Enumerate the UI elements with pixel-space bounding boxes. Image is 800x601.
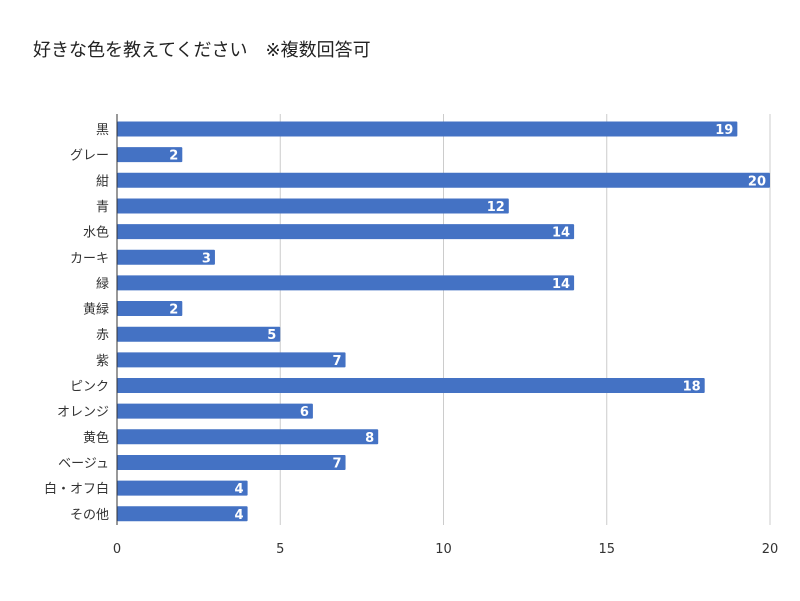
category-label: 黄緑 bbox=[83, 303, 109, 318]
category-label: 赤 bbox=[96, 328, 109, 343]
category-label: 青 bbox=[96, 200, 109, 215]
bar bbox=[117, 249, 215, 265]
category-label: ピンク bbox=[70, 380, 109, 395]
x-tick-label: 0 bbox=[113, 542, 121, 557]
bar bbox=[117, 403, 313, 419]
bar bbox=[117, 506, 248, 522]
category-label: 黒 bbox=[96, 123, 109, 138]
category-label: その他 bbox=[70, 508, 109, 523]
bar bbox=[117, 352, 346, 368]
data-label: 18 bbox=[683, 380, 701, 395]
data-label: 19 bbox=[715, 123, 733, 138]
bar bbox=[117, 326, 281, 342]
data-label: 14 bbox=[552, 277, 570, 292]
category-label: 緑 bbox=[96, 277, 109, 292]
bar bbox=[117, 480, 248, 496]
data-label: 4 bbox=[235, 508, 244, 523]
category-label: カーキ bbox=[70, 251, 109, 266]
x-tick-label: 15 bbox=[598, 542, 615, 557]
category-label: 水色 bbox=[83, 225, 109, 241]
bar bbox=[117, 121, 738, 137]
category-label: ベージュ bbox=[58, 456, 109, 471]
bar bbox=[117, 378, 705, 393]
bar bbox=[117, 224, 575, 240]
x-tick-label: 10 bbox=[435, 542, 452, 557]
category-label: 白・オフ白 bbox=[44, 481, 109, 497]
data-label: 12 bbox=[487, 200, 505, 215]
data-label: 8 bbox=[365, 431, 374, 446]
data-label: 20 bbox=[748, 174, 766, 189]
bar bbox=[117, 454, 346, 470]
x-tick-label: 20 bbox=[762, 542, 779, 557]
bar bbox=[117, 301, 183, 317]
bar bbox=[117, 172, 770, 188]
data-label: 6 bbox=[300, 405, 309, 420]
chart-title: 好きな色を教えてください ※複数回答可 bbox=[33, 40, 371, 61]
data-label: 2 bbox=[169, 149, 178, 164]
x-tick-labels: 0 5 10 15 20 bbox=[113, 542, 778, 557]
data-label: 7 bbox=[333, 354, 342, 369]
bar bbox=[117, 275, 575, 291]
category-label: 紺 bbox=[96, 174, 109, 189]
data-label: 3 bbox=[202, 251, 211, 266]
category-label: 紫 bbox=[96, 354, 109, 369]
bars bbox=[117, 121, 770, 522]
category-label: オレンジ bbox=[57, 405, 109, 420]
bar bbox=[117, 147, 183, 163]
data-label: 2 bbox=[169, 303, 178, 318]
category-label: グレー bbox=[70, 149, 109, 164]
bar bbox=[117, 429, 379, 445]
data-label: 7 bbox=[333, 456, 342, 471]
data-label: 14 bbox=[552, 226, 570, 241]
bar bbox=[117, 198, 509, 214]
x-tick-label: 5 bbox=[276, 542, 284, 557]
data-label: 4 bbox=[235, 482, 244, 497]
category-label: 黄色 bbox=[83, 430, 109, 446]
data-label: 5 bbox=[267, 328, 276, 343]
